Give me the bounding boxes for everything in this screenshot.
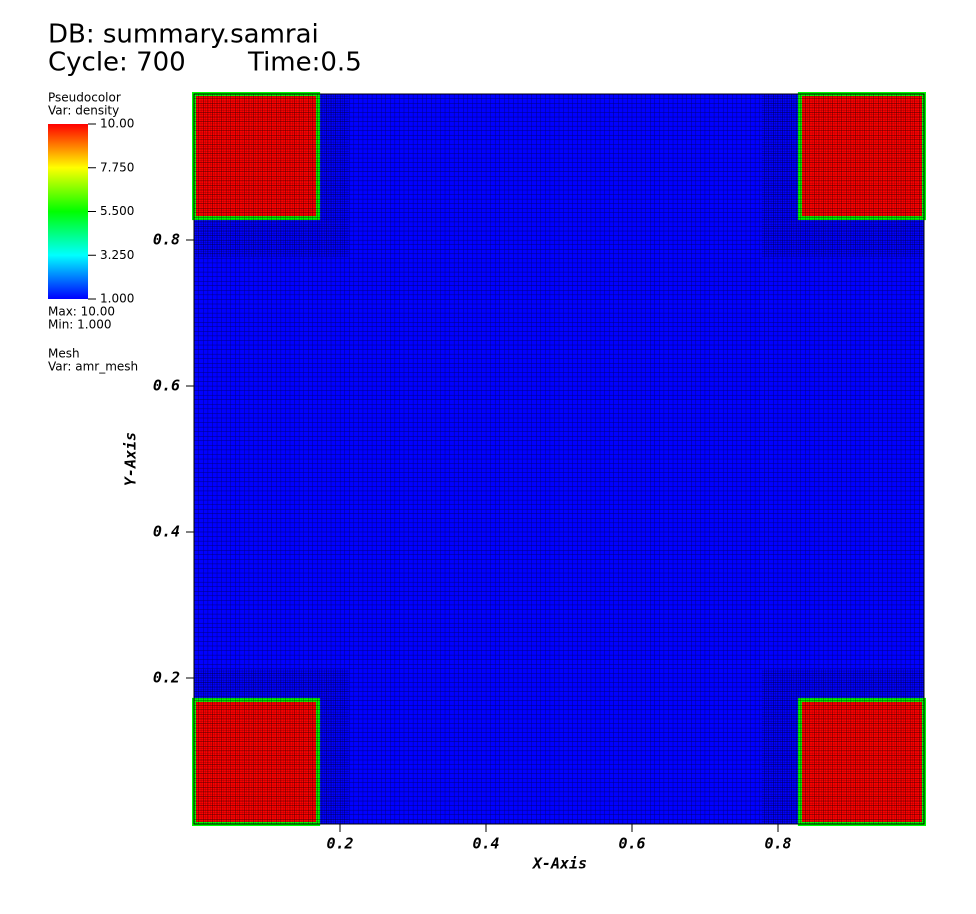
x-tick-label: 0.8 (764, 835, 791, 853)
max-label: Max: 10.00 (48, 305, 115, 319)
x-tick-label: 0.6 (618, 835, 645, 853)
y-axis-label: Y-Axis (122, 432, 140, 486)
mesh-label: Mesh (48, 347, 80, 361)
cycle: Cycle: 700 (48, 48, 186, 78)
x-tick-label: 0.2 (326, 835, 353, 853)
colorbar-tick-label: 1.000 (100, 292, 134, 306)
refined-mesh (761, 94, 924, 257)
mesh-variable: Var: amr_mesh (48, 360, 138, 374)
colorbar-tick-label: 5.500 (100, 204, 134, 218)
y-tick-label: 0.2 (153, 669, 180, 687)
time: Time:0.5 (247, 48, 362, 78)
variable: Var: density (48, 104, 119, 118)
refined-mesh (194, 94, 349, 257)
plot-frame (193, 93, 925, 825)
y-tick-label: 0.6 (153, 377, 180, 395)
x-tick-label: 0.4 (472, 835, 499, 853)
y-tick-label: 0.4 (153, 523, 180, 541)
min-label: Min: 1.000 (48, 318, 112, 332)
colorbar (48, 124, 88, 299)
refined-mesh (761, 669, 924, 824)
plot-label: Pseudocolor (48, 91, 121, 105)
y-tick-label: 0.8 (153, 231, 180, 249)
colorbar-tick-label: 7.750 (100, 160, 134, 174)
colorbar-tick-label: 3.250 (100, 248, 134, 262)
x-axis-label: X-Axis (531, 855, 587, 873)
colorbar-tick-label: 10.00 (100, 117, 134, 131)
db-title: DB: summary.samrai (48, 20, 319, 50)
refined-mesh (194, 669, 349, 824)
